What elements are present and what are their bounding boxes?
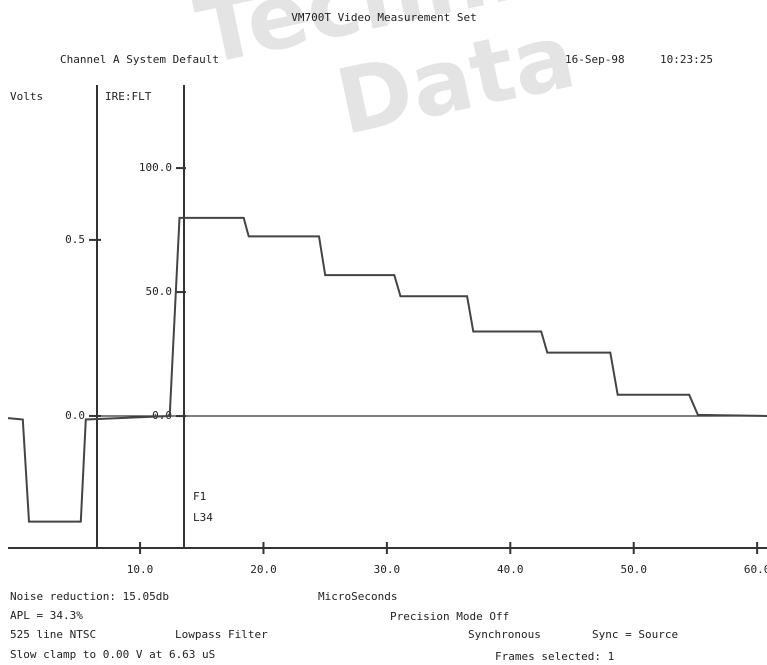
y2-axis-label: IRE:FLT [105,90,152,103]
y-tick-label: 0.0 [65,409,85,422]
date: 16-Sep-98 [565,53,625,66]
waveform [7,216,767,523]
info-text: Noise reduction: 15.05db [10,590,169,603]
time: 10:23:25 [660,53,713,66]
info-text: Precision Mode Off [390,610,509,623]
x-tick-label: 40.0 [497,563,524,576]
x-axis-label: MicroSeconds [318,590,397,603]
x-tick-label: 20.0 [250,563,277,576]
y2-tick-label: 50.0 [146,285,173,298]
info-text: 525 line NTSC [10,628,96,641]
y-axis-label: Volts [10,90,43,103]
info-text: Slow clamp to 0.00 V at 6.63 uS [10,648,215,661]
x-tick-label: 60.0 [744,563,767,576]
chart-title: VM700T Video Measurement Set [291,11,476,24]
annotation: L34 [193,511,213,524]
info-text: Sync = Source [592,628,678,641]
x-tick-label: 10.0 [127,563,154,576]
subtitle: Channel A System Default [60,53,219,66]
y2-tick-label: 100.0 [139,161,172,174]
info-text: APL = 34.3% [10,609,83,622]
x-tick-label: 50.0 [620,563,647,576]
y-tick-label: 0.5 [65,233,85,246]
info-text: Synchronous [468,628,541,641]
x-tick-label: 30.0 [374,563,401,576]
info-text: Lowpass Filter [175,628,268,641]
info-text: Frames selected: 1 [495,650,614,663]
annotation: F1 [193,490,206,503]
